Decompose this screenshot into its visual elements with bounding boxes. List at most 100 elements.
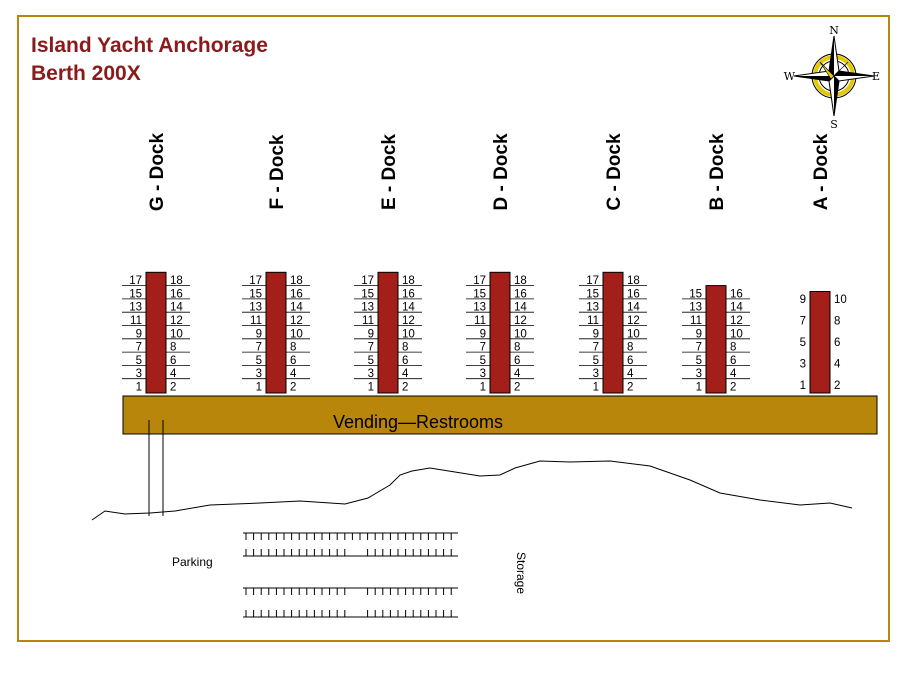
slip-number[interactable]: 9 xyxy=(800,294,806,306)
slip-number[interactable]: 9 xyxy=(696,328,702,340)
slip-number[interactable]: 10 xyxy=(834,294,847,306)
slip-number[interactable]: 14 xyxy=(290,302,303,314)
slip-number[interactable]: 8 xyxy=(402,342,408,354)
slip-number[interactable]: 9 xyxy=(593,328,599,340)
slip-number[interactable]: 12 xyxy=(514,315,527,327)
slip-number[interactable]: 17 xyxy=(129,275,142,287)
slip-number[interactable]: 6 xyxy=(290,355,296,367)
slip-number[interactable]: 4 xyxy=(834,359,841,371)
slip-number[interactable]: 4 xyxy=(627,368,634,380)
slip-number[interactable]: 18 xyxy=(170,275,183,287)
slip-number[interactable]: 6 xyxy=(402,355,408,367)
slip-number[interactable]: 5 xyxy=(136,355,142,367)
slip-number[interactable]: 7 xyxy=(368,342,374,354)
slip-number[interactable]: 18 xyxy=(290,275,303,287)
slip-number[interactable]: 3 xyxy=(256,368,262,380)
slip-number[interactable]: 10 xyxy=(514,328,527,340)
slip-number[interactable]: 1 xyxy=(480,382,486,394)
slip-number[interactable]: 3 xyxy=(480,368,486,380)
slip-number[interactable]: 1 xyxy=(696,382,702,394)
slip-number[interactable]: 5 xyxy=(368,355,374,367)
slip-number[interactable]: 11 xyxy=(130,315,142,327)
slip-number[interactable]: 7 xyxy=(136,342,142,354)
slip-number[interactable]: 13 xyxy=(473,302,486,314)
slip-number[interactable]: 1 xyxy=(593,382,599,394)
slip-number[interactable]: 8 xyxy=(514,342,520,354)
slip-number[interactable]: 13 xyxy=(586,302,599,314)
slip-number[interactable]: 16 xyxy=(170,288,183,300)
slip-number[interactable]: 4 xyxy=(170,368,177,380)
slip-number[interactable]: 2 xyxy=(290,382,296,394)
slip-number[interactable]: 9 xyxy=(480,328,486,340)
slip-number[interactable]: 11 xyxy=(587,315,599,327)
slip-number[interactable]: 2 xyxy=(730,382,736,394)
slip-number[interactable]: 3 xyxy=(368,368,374,380)
slip-number[interactable]: 14 xyxy=(170,302,183,314)
slip-number[interactable]: 3 xyxy=(696,368,702,380)
slip-number[interactable]: 12 xyxy=(402,315,415,327)
slip-number[interactable]: 1 xyxy=(800,380,806,392)
slip-number[interactable]: 4 xyxy=(730,368,737,380)
slip-number[interactable]: 12 xyxy=(627,315,640,327)
slip-number[interactable]: 3 xyxy=(800,359,806,371)
slip-number[interactable]: 14 xyxy=(514,302,527,314)
slip-number[interactable]: 13 xyxy=(689,302,702,314)
slip-number[interactable]: 15 xyxy=(129,288,142,300)
slip-number[interactable]: 18 xyxy=(514,275,527,287)
slip-number[interactable]: 14 xyxy=(627,302,640,314)
slip-number[interactable]: 10 xyxy=(730,328,743,340)
slip-number[interactable]: 11 xyxy=(362,315,374,327)
slip-number[interactable]: 18 xyxy=(627,275,640,287)
slip-number[interactable]: 8 xyxy=(730,342,736,354)
slip-number[interactable]: 13 xyxy=(249,302,262,314)
slip-number[interactable]: 4 xyxy=(402,368,409,380)
slip-number[interactable]: 7 xyxy=(593,342,599,354)
slip-number[interactable]: 5 xyxy=(696,355,702,367)
slip-number[interactable]: 16 xyxy=(402,288,415,300)
slip-number[interactable]: 17 xyxy=(361,275,374,287)
slip-number[interactable]: 8 xyxy=(627,342,633,354)
slip-number[interactable]: 16 xyxy=(627,288,640,300)
slip-number[interactable]: 1 xyxy=(256,382,262,394)
slip-number[interactable]: 10 xyxy=(290,328,303,340)
slip-number[interactable]: 9 xyxy=(256,328,262,340)
slip-number[interactable]: 3 xyxy=(136,368,142,380)
slip-number[interactable]: 1 xyxy=(136,382,142,394)
slip-number[interactable]: 18 xyxy=(402,275,415,287)
slip-number[interactable]: 6 xyxy=(170,355,176,367)
slip-number[interactable]: 12 xyxy=(170,315,183,327)
slip-number[interactable]: 4 xyxy=(514,368,521,380)
slip-number[interactable]: 2 xyxy=(170,382,176,394)
slip-number[interactable]: 15 xyxy=(689,288,702,300)
slip-number[interactable]: 11 xyxy=(474,315,486,327)
slip-number[interactable]: 10 xyxy=(402,328,415,340)
slip-number[interactable]: 7 xyxy=(696,342,702,354)
slip-number[interactable]: 1 xyxy=(368,382,374,394)
slip-number[interactable]: 13 xyxy=(129,302,142,314)
slip-number[interactable]: 6 xyxy=(514,355,520,367)
slip-number[interactable]: 7 xyxy=(256,342,262,354)
slip-number[interactable]: 16 xyxy=(730,288,743,300)
slip-number[interactable]: 15 xyxy=(586,288,599,300)
slip-number[interactable]: 16 xyxy=(514,288,527,300)
slip-number[interactable]: 11 xyxy=(690,315,702,327)
slip-number[interactable]: 14 xyxy=(730,302,743,314)
slip-number[interactable]: 12 xyxy=(730,315,743,327)
slip-number[interactable]: 6 xyxy=(730,355,736,367)
slip-number[interactable]: 14 xyxy=(402,302,415,314)
slip-number[interactable]: 17 xyxy=(473,275,486,287)
slip-number[interactable]: 16 xyxy=(290,288,303,300)
slip-number[interactable]: 2 xyxy=(514,382,520,394)
slip-number[interactable]: 13 xyxy=(361,302,374,314)
slip-number[interactable]: 15 xyxy=(249,288,262,300)
slip-number[interactable]: 15 xyxy=(361,288,374,300)
slip-number[interactable]: 5 xyxy=(800,337,806,349)
slip-number[interactable]: 4 xyxy=(290,368,297,380)
slip-number[interactable]: 2 xyxy=(834,380,840,392)
slip-number[interactable]: 11 xyxy=(250,315,262,327)
slip-number[interactable]: 12 xyxy=(290,315,303,327)
slip-number[interactable]: 9 xyxy=(368,328,374,340)
slip-number[interactable]: 6 xyxy=(834,337,840,349)
slip-number[interactable]: 17 xyxy=(249,275,262,287)
slip-number[interactable]: 8 xyxy=(290,342,296,354)
